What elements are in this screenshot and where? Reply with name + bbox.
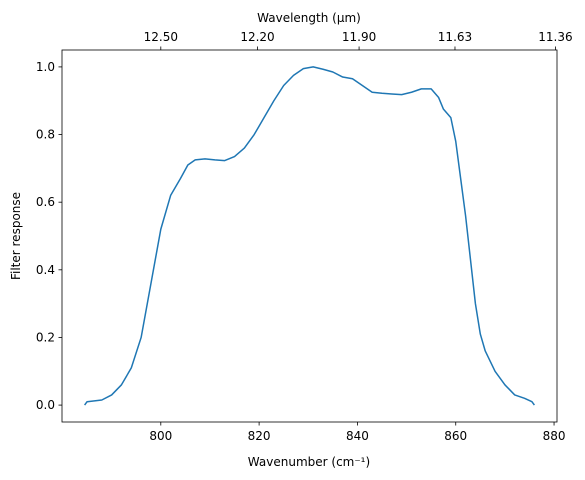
y-axis-title: Filter response: [9, 192, 23, 280]
y-tick-label: 0.4: [36, 263, 55, 277]
x2-tick-label: 11.36: [538, 30, 572, 44]
x2-tick-label: 11.90: [342, 30, 376, 44]
y-tick-label: 0.6: [36, 195, 55, 209]
data-line: [84, 66, 535, 406]
x-tick-label: 840: [346, 429, 369, 443]
x-tick-label: 800: [149, 429, 172, 443]
x2-tick-label: 12.50: [144, 30, 178, 44]
x-tick-label: 880: [543, 429, 566, 443]
x-axis-title: Wavenumber (cm⁻¹): [248, 455, 370, 469]
y-tick-label: 0.8: [36, 128, 55, 142]
y-tick-label: 0.0: [36, 398, 55, 412]
y-tick-label: 0.2: [36, 330, 55, 344]
y-tick-label: 1.0: [36, 60, 55, 74]
plot-frame: [61, 49, 558, 423]
x-tick-label: 860: [444, 429, 467, 443]
x2-tick-label: 12.20: [240, 30, 274, 44]
x2-axis-title: Wavelength (μm): [257, 11, 361, 25]
x2-tick-label: 11.63: [438, 30, 472, 44]
x-tick-label: 820: [248, 429, 271, 443]
